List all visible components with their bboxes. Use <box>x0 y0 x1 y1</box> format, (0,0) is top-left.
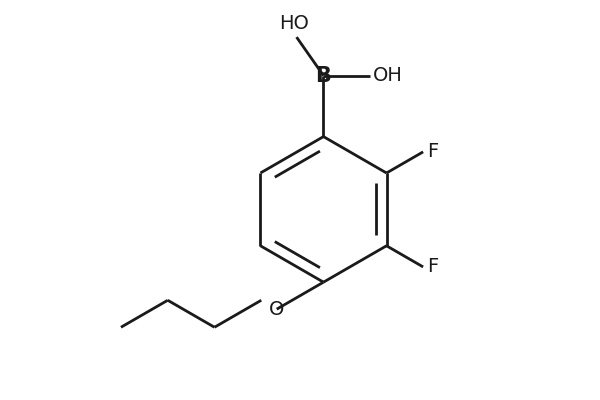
Text: B: B <box>316 66 331 86</box>
Text: O: O <box>269 300 284 319</box>
Text: HO: HO <box>279 14 309 33</box>
Text: F: F <box>427 142 438 161</box>
Text: F: F <box>427 258 438 276</box>
Text: OH: OH <box>373 66 403 85</box>
